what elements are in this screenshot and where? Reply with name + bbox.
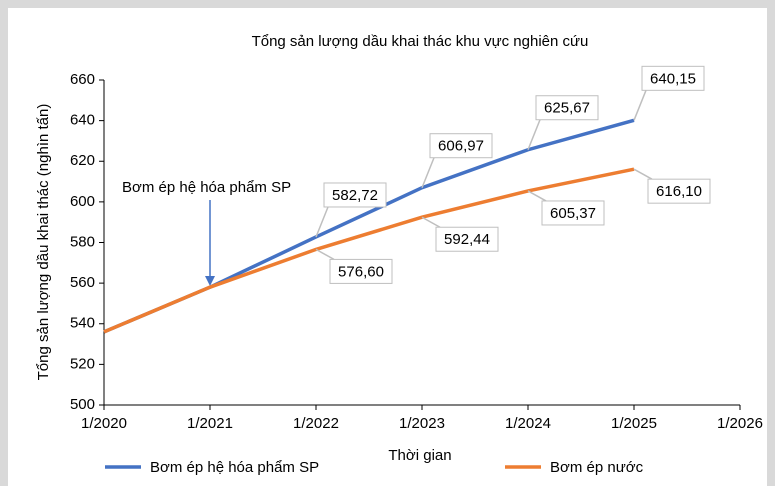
x-tick-label: 1/2021 [187, 415, 233, 432]
label-box [641, 65, 705, 91]
label-leader [527, 119, 541, 151]
label-box [535, 95, 599, 121]
x-tick-label: 1/2022 [293, 415, 339, 432]
x-tick-label: 1/2023 [399, 415, 445, 432]
data-label: 592,44 [444, 231, 490, 248]
label-leader [527, 190, 547, 202]
annotation: Bơm ép hệ hóa phẩm SP [122, 179, 291, 196]
data-label: 605,37 [550, 205, 596, 222]
x-tick-label: 1/2025 [611, 415, 657, 432]
label-leader [421, 216, 441, 228]
label-leader [315, 248, 335, 261]
data-label: 616,10 [656, 183, 702, 200]
legend-label: Bơm ép nước [550, 459, 644, 476]
label-box [647, 178, 711, 204]
data-label: 576,60 [338, 263, 384, 280]
y-tick-label: 520 [70, 355, 95, 372]
x-tick-label: 1/2020 [81, 415, 127, 432]
y-tick-label: 620 [70, 152, 95, 169]
label-leader [421, 157, 435, 188]
label-leader [315, 206, 329, 238]
label-leader [633, 90, 647, 121]
data-label: 582,72 [332, 187, 378, 204]
y-tick-label: 560 [70, 274, 95, 291]
y-axis-title: Tổng sản lượng dầu khai thác (nghìn tấn) [35, 104, 52, 381]
x-tick-label: 1/2024 [505, 415, 551, 432]
label-box [323, 182, 387, 208]
x-tick-label: 1/2026 [717, 415, 763, 432]
y-tick-label: 500 [70, 396, 95, 413]
chart-title: Tổng sản lượng dầu khai thác khu vực ngh… [252, 33, 589, 50]
label-box [329, 258, 393, 284]
y-tick-label: 540 [70, 315, 95, 332]
label-box [435, 226, 499, 252]
data-label: 640,15 [650, 70, 696, 87]
series-line [103, 167, 635, 334]
annotation-arrowhead [205, 276, 215, 286]
x-axis-title: Thời gian [388, 447, 451, 464]
y-tick-label: 640 [70, 112, 95, 129]
label-box [429, 133, 493, 159]
y-tick-label: 580 [70, 233, 95, 250]
label-leader [633, 168, 653, 180]
y-tick-label: 660 [70, 71, 95, 88]
data-label: 606,97 [438, 138, 484, 155]
chart-area [8, 8, 767, 486]
legend-label: Bơm ép hệ hóa phẩm SP [150, 459, 319, 476]
data-label: 625,67 [544, 100, 590, 117]
y-tick-label: 600 [70, 193, 95, 210]
label-box [541, 200, 605, 226]
